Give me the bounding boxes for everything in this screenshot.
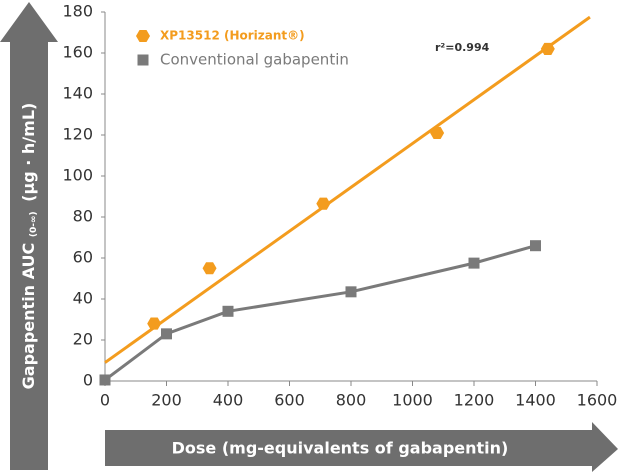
y-label-main: Gapapentin AUC (19, 243, 38, 390)
x-tick-label: 1200 (454, 391, 495, 410)
x-tick-label: 1000 (392, 391, 433, 410)
data-point (147, 317, 162, 330)
y-tick-label: 180 (62, 2, 93, 21)
legend-label: Conventional gabapentin (160, 51, 349, 69)
y-label-sub: (0-∞) (29, 211, 39, 237)
data-point (530, 240, 541, 252)
x-tick-label: 800 (336, 391, 367, 410)
series-line (104, 244, 536, 382)
y-tick-label: 160 (62, 43, 93, 62)
y-tick-label: 140 (62, 84, 93, 103)
y-axis-arrow (0, 2, 58, 470)
x-tick-label: 400 (213, 391, 244, 410)
fit-line (104, 15, 591, 364)
legend-marker (137, 54, 149, 66)
legend-marker (136, 29, 150, 43)
data-point (202, 262, 217, 275)
data-point (222, 305, 234, 317)
x-tick-label: 1600 (577, 391, 618, 410)
x-tick-label: 0 (100, 391, 110, 410)
y-tick-label: 120 (62, 125, 93, 144)
data-point (468, 257, 480, 269)
data-point (316, 197, 331, 210)
x-tick-label: 200 (151, 391, 182, 410)
x-tick-label: 600 (274, 391, 305, 410)
legend-label: XP13512 (Horizant®) (160, 29, 305, 43)
data-point (540, 42, 555, 55)
fit-label: r²=0.994 (435, 41, 490, 54)
data-point (345, 286, 357, 298)
y-tick-label: 60 (73, 248, 93, 267)
y-tick-label: 0 (83, 371, 93, 390)
x-tick-label: 1400 (515, 391, 556, 410)
y-tick-label: 100 (62, 166, 93, 185)
data-point (161, 328, 172, 340)
y-axis-label: Gapapentin AUC (0-∞) (μg · h/mL) (19, 103, 42, 390)
y-tick-label: 80 (73, 207, 93, 226)
y-tick-label: 20 (73, 330, 93, 349)
y-tick-label: 40 (73, 289, 93, 308)
data-point (99, 374, 111, 386)
y-label-unit: (μg · h/mL) (19, 103, 38, 202)
data-point (430, 126, 445, 140)
x-axis-label: Dose (mg-equivalents of gabapentin) (172, 439, 509, 458)
x-axis-arrow (105, 422, 618, 472)
